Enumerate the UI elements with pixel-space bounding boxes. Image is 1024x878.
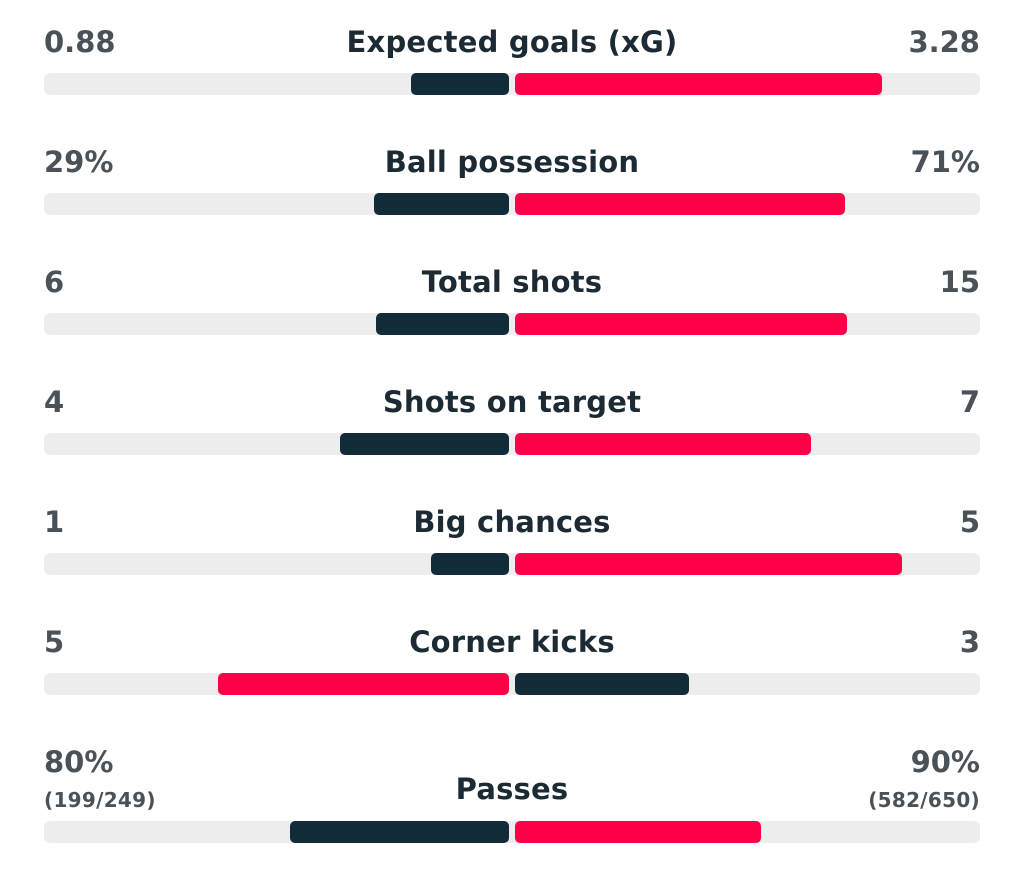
stat-bar-track bbox=[44, 193, 980, 215]
stat-label: Corner kicks bbox=[409, 625, 615, 659]
home-bar bbox=[376, 313, 509, 335]
stat-bar-track bbox=[44, 313, 980, 335]
home-value: 4 bbox=[44, 385, 65, 419]
away-bar bbox=[515, 553, 902, 575]
stat-bar-track bbox=[44, 73, 980, 95]
away-value: 5 bbox=[959, 505, 980, 539]
stat-bar-track bbox=[44, 673, 980, 695]
away-bar bbox=[515, 821, 761, 843]
home-value: 0.88 bbox=[44, 25, 116, 59]
home-value: 80% bbox=[44, 745, 114, 779]
stat-label: Passes bbox=[455, 772, 569, 806]
home-value: 6 bbox=[44, 265, 65, 299]
home-bar bbox=[290, 821, 509, 843]
stat-label: Total shots bbox=[421, 265, 603, 299]
home-bar bbox=[411, 73, 509, 95]
stat-bar-track bbox=[44, 433, 980, 455]
stat-label: Expected goals (xG) bbox=[346, 25, 678, 59]
away-bar bbox=[515, 673, 689, 695]
stat-label: Ball possession bbox=[384, 145, 640, 179]
away-value: 3.28 bbox=[908, 25, 980, 59]
home-value: 1 bbox=[44, 505, 65, 539]
away-value-detail: (582/650) bbox=[868, 788, 980, 812]
stat-label: Big chances bbox=[413, 505, 611, 539]
away-bar bbox=[515, 313, 847, 335]
away-value: 71% bbox=[910, 145, 980, 179]
stat-bar-track bbox=[44, 821, 980, 843]
away-bar bbox=[515, 193, 845, 215]
away-bar bbox=[515, 73, 882, 95]
home-value: 29% bbox=[44, 145, 114, 179]
away-bar bbox=[515, 433, 811, 455]
home-value-detail: (199/249) bbox=[44, 788, 156, 812]
home-bar bbox=[374, 193, 509, 215]
home-bar bbox=[340, 433, 509, 455]
away-value: 15 bbox=[939, 265, 980, 299]
home-bar bbox=[218, 673, 509, 695]
away-value: 90% bbox=[910, 745, 980, 779]
away-value: 3 bbox=[959, 625, 980, 659]
away-value: 7 bbox=[959, 385, 980, 419]
home-value: 5 bbox=[44, 625, 65, 659]
stat-bar-track bbox=[44, 553, 980, 575]
stat-label: Shots on target bbox=[382, 385, 642, 419]
home-bar bbox=[431, 553, 509, 575]
